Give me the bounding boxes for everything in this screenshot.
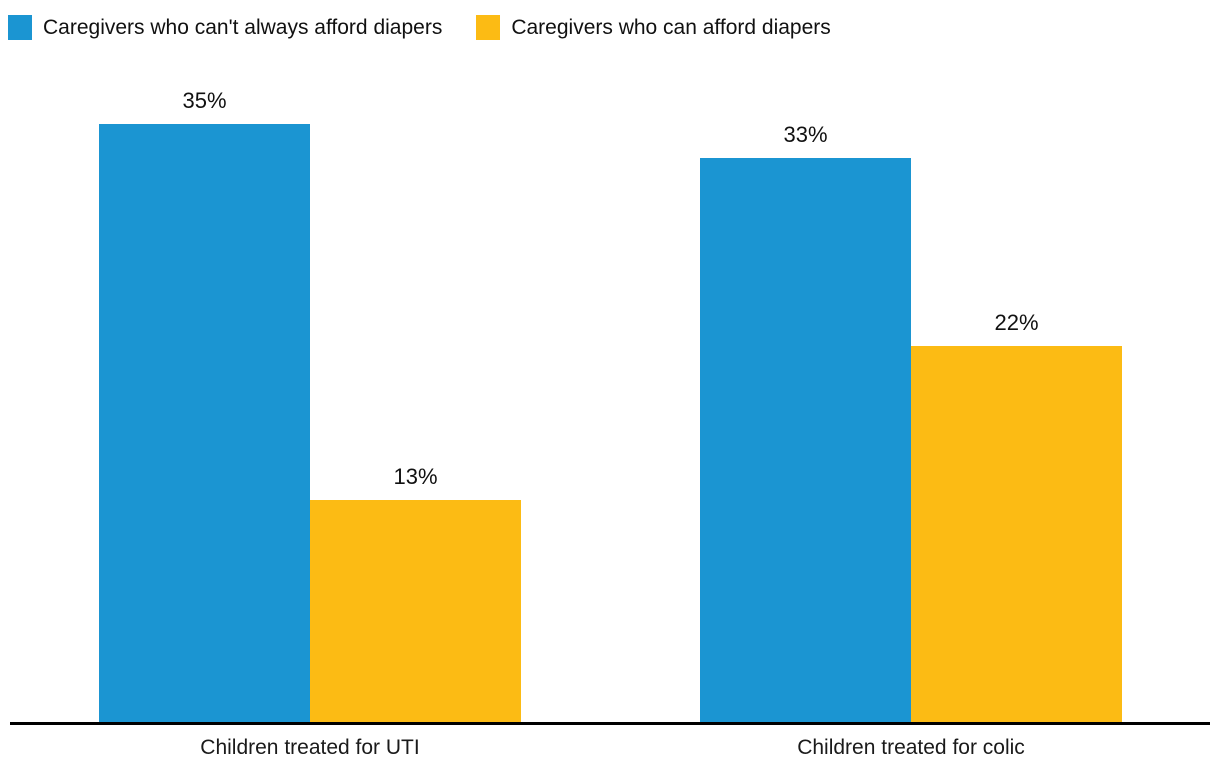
value-label: 35% bbox=[182, 88, 227, 113]
bar-cannot-afford-group1 bbox=[99, 124, 310, 722]
bar-cannot-afford-group2 bbox=[700, 158, 911, 722]
legend-swatch-icon bbox=[8, 15, 32, 40]
category-label: Children treated for colic bbox=[797, 736, 1025, 759]
legend-item: Caregivers who can afford diapers bbox=[476, 15, 831, 40]
legend-swatch-icon bbox=[476, 15, 501, 40]
bar-can-afford-group1 bbox=[310, 500, 521, 722]
legend: Caregivers who can't always afford diape… bbox=[8, 15, 831, 40]
legend-label: Caregivers who can't always afford diape… bbox=[43, 15, 443, 39]
value-label: 33% bbox=[783, 122, 828, 147]
x-axis-line bbox=[10, 722, 1210, 725]
legend-item: Caregivers who can't always afford diape… bbox=[8, 15, 442, 40]
category-label: Children treated for UTI bbox=[200, 736, 420, 759]
value-label: 22% bbox=[994, 310, 1039, 335]
value-label: 13% bbox=[393, 464, 438, 489]
bar-can-afford-group2 bbox=[911, 346, 1122, 722]
legend-label: Caregivers who can afford diapers bbox=[511, 15, 831, 39]
